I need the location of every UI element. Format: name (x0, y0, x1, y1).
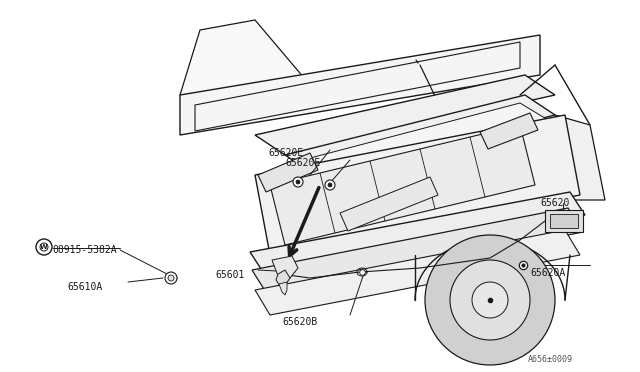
Polygon shape (340, 177, 438, 231)
Bar (550, 214, 578, 228)
Circle shape (168, 275, 174, 281)
Polygon shape (285, 95, 555, 175)
Text: A656±0009: A656±0009 (528, 355, 573, 364)
Text: 65620B: 65620B (282, 317, 317, 327)
Text: W: W (40, 244, 48, 250)
Polygon shape (255, 75, 555, 155)
Text: 65620E: 65620E (285, 158, 320, 168)
Circle shape (296, 180, 300, 184)
Polygon shape (258, 153, 318, 192)
Circle shape (36, 239, 52, 255)
Text: 65610A: 65610A (67, 282, 102, 292)
Circle shape (328, 183, 332, 187)
Bar (545, 210, 583, 232)
Polygon shape (480, 113, 538, 149)
Text: 08915-5382A: 08915-5382A (52, 245, 116, 255)
Polygon shape (255, 230, 580, 315)
Polygon shape (276, 270, 290, 286)
Text: 65620A: 65620A (530, 268, 565, 278)
Polygon shape (295, 103, 548, 179)
Text: 65601: 65601 (215, 270, 244, 280)
Polygon shape (255, 115, 580, 255)
Text: 65620: 65620 (540, 198, 570, 208)
Polygon shape (250, 192, 585, 275)
Text: 65620E: 65620E (268, 148, 303, 158)
Circle shape (40, 243, 48, 251)
Polygon shape (555, 115, 605, 200)
Circle shape (425, 235, 555, 365)
Polygon shape (180, 20, 310, 95)
Polygon shape (270, 125, 535, 245)
Circle shape (293, 177, 303, 187)
Polygon shape (195, 42, 520, 131)
Circle shape (450, 260, 530, 340)
Polygon shape (272, 256, 298, 282)
Circle shape (472, 282, 508, 318)
Polygon shape (252, 208, 583, 294)
Circle shape (325, 180, 335, 190)
Circle shape (165, 272, 177, 284)
Polygon shape (180, 35, 540, 135)
Polygon shape (279, 282, 287, 295)
